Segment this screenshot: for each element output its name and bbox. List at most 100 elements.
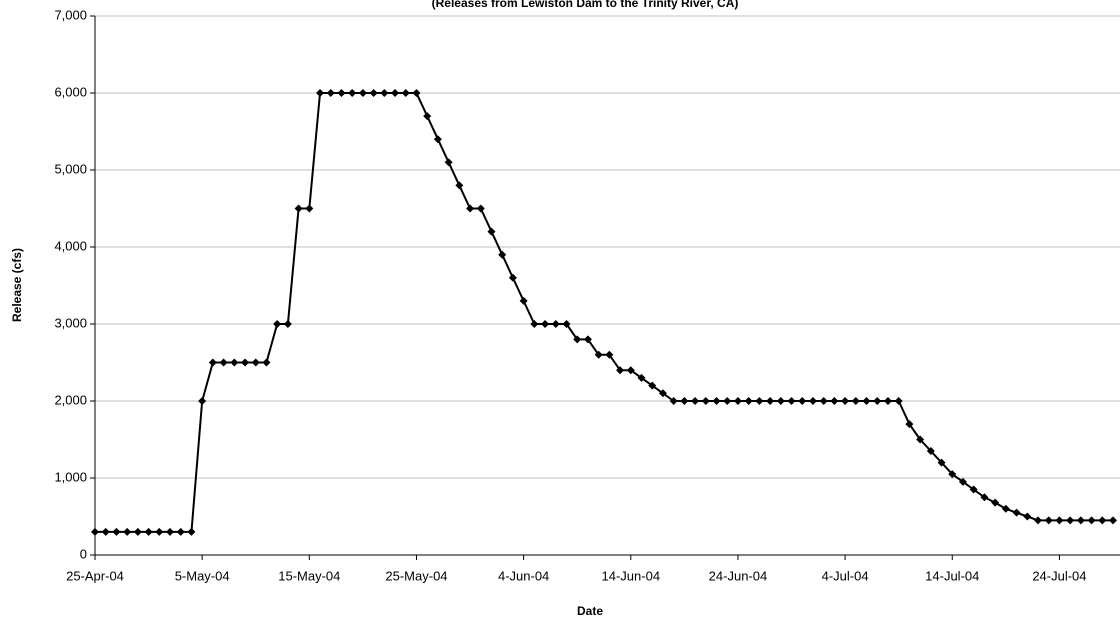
data-point	[669, 397, 678, 405]
data-point	[1066, 516, 1075, 525]
data-point	[616, 366, 625, 375]
data-point	[798, 397, 807, 405]
data-point	[1033, 516, 1042, 525]
data-point	[583, 335, 592, 344]
y-tick-label: 0	[80, 546, 87, 561]
data-point	[144, 527, 153, 536]
data-point	[423, 112, 432, 121]
data-point	[1076, 516, 1085, 525]
data-point	[187, 527, 196, 536]
y-axis-label: Release (cfs)	[10, 248, 24, 322]
data-point	[412, 89, 421, 97]
data-point	[380, 89, 389, 97]
data-point	[476, 204, 485, 213]
data-point	[466, 204, 475, 213]
data-point	[926, 447, 935, 456]
data-point	[958, 477, 967, 486]
data-point	[316, 89, 325, 97]
data-point	[123, 527, 132, 536]
x-tick-label: 4-Jul-04	[822, 568, 869, 583]
data-point	[508, 273, 517, 282]
data-point	[594, 350, 603, 359]
y-tick-label: 6,000	[54, 84, 87, 99]
x-tick-label: 24-Jun-04	[709, 568, 768, 583]
data-point	[273, 320, 282, 328]
y-tick-label: 1,000	[54, 469, 87, 484]
data-point	[733, 397, 742, 405]
data-point	[755, 397, 764, 405]
data-point	[830, 397, 839, 405]
data-point	[133, 527, 142, 536]
data-point	[112, 527, 121, 536]
data-point	[873, 397, 882, 405]
data-point	[1087, 516, 1096, 525]
data-point	[530, 320, 539, 328]
data-point	[948, 470, 957, 479]
data-point	[401, 89, 410, 97]
data-point	[358, 89, 367, 97]
data-point	[91, 527, 99, 536]
data-point	[1044, 516, 1053, 525]
data-point	[658, 389, 667, 398]
data-point	[1001, 504, 1010, 513]
data-point	[230, 358, 239, 367]
data-point	[626, 366, 635, 375]
x-tick-label: 14-Jul-04	[925, 568, 979, 583]
data-point	[433, 135, 442, 144]
y-tick-label: 3,000	[54, 315, 87, 330]
x-tick-label: 4-Jun-04	[498, 568, 549, 583]
data-point	[251, 358, 260, 367]
y-tick-label: 4,000	[54, 238, 87, 253]
data-point	[1109, 516, 1117, 525]
data-point	[862, 397, 871, 405]
data-point	[1055, 516, 1064, 525]
data-point	[916, 435, 925, 444]
data-point	[744, 397, 753, 405]
data-point	[498, 250, 507, 259]
data-point	[1098, 516, 1107, 525]
data-point	[219, 358, 228, 367]
data-point	[808, 397, 817, 405]
data-point	[391, 89, 400, 97]
data-point	[241, 358, 250, 367]
series-line	[95, 92, 1113, 533]
data-point	[444, 158, 453, 167]
data-point	[294, 204, 303, 213]
data-point	[905, 420, 914, 429]
x-tick-label: 24-Jul-04	[1032, 568, 1086, 583]
data-point	[819, 397, 828, 405]
data-point	[680, 397, 689, 405]
data-point	[637, 373, 646, 382]
data-point	[155, 527, 164, 536]
data-point	[519, 296, 528, 305]
data-point	[969, 485, 978, 494]
data-point	[1012, 508, 1021, 517]
y-tick-label: 7,000	[54, 7, 87, 22]
data-point	[198, 397, 207, 405]
data-point	[541, 320, 550, 328]
data-point	[1023, 512, 1032, 521]
x-tick-label: 14-Jun-04	[602, 568, 661, 583]
data-point	[894, 397, 903, 405]
data-point	[562, 320, 571, 328]
y-tick-label: 2,000	[54, 392, 87, 407]
data-point	[487, 227, 496, 236]
x-tick-label: 25-Apr-04	[66, 568, 124, 583]
chart-subtitle: (Releases from Lewiston Dam to the Trini…	[432, 0, 739, 10]
data-point	[573, 335, 582, 344]
data-point	[776, 397, 785, 405]
x-tick-label: 25-May-04	[385, 568, 447, 583]
x-tick-label: 15-May-04	[278, 568, 340, 583]
data-point	[851, 397, 860, 405]
data-point	[166, 527, 175, 536]
data-point	[176, 527, 185, 536]
data-point	[283, 320, 292, 328]
data-point	[605, 350, 614, 359]
data-point	[691, 397, 700, 405]
data-point	[712, 397, 721, 405]
data-point	[980, 493, 989, 502]
data-point	[841, 397, 850, 405]
data-point	[348, 89, 357, 97]
data-point	[305, 204, 314, 213]
